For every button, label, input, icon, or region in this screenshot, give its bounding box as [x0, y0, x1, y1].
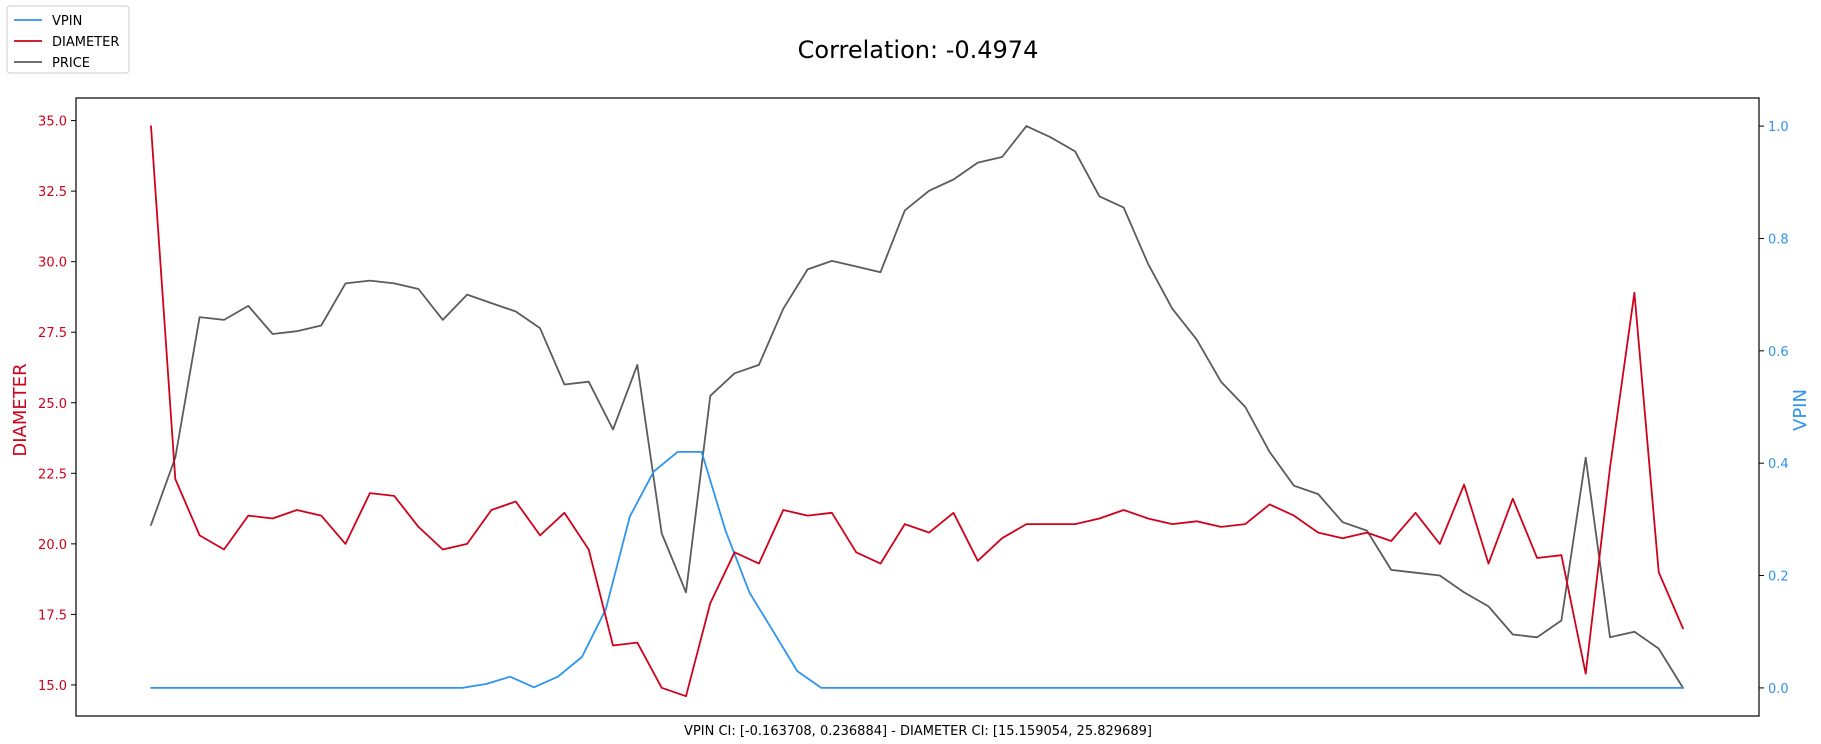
series-lines [150, 125, 1684, 698]
legend-label-price: PRICE [52, 56, 90, 71]
left-tick-label: 32.5 [38, 185, 67, 200]
left-tick-label: 20.0 [38, 538, 67, 553]
left-tick-label: 17.5 [38, 608, 67, 623]
left-tick-label: 15.0 [38, 679, 67, 694]
plot-area [75, 97, 1760, 717]
legend-label-vpin: VPIN [52, 14, 82, 29]
left-axis-ticks: 15.0 17.5 20.0 22.5 25.0 27.5 30.0 32.5 35.0 [38, 115, 76, 694]
right-tick-label: 0.6 [1768, 345, 1789, 360]
right-tick-label: 0.4 [1768, 457, 1789, 472]
confidence-interval-footer: VPIN CI: [-0.163708, 0.236884] - DIAMETE… [684, 724, 1152, 739]
left-tick-label: 35.0 [38, 115, 67, 130]
legend-label-diameter: DIAMETER [52, 35, 119, 50]
legend-box [6, 5, 130, 74]
legend: VPIN DIAMETER PRICE [6, 5, 130, 74]
right-axis-ticks: 0.0 0.2 0.4 0.6 0.8 1.0 [1759, 120, 1789, 697]
right-tick-label: 1.0 [1768, 120, 1789, 135]
left-tick-label: 27.5 [38, 326, 67, 341]
series-line-vpin [150, 450, 1684, 689]
series-line-diameter [150, 125, 1684, 698]
left-tick-label: 30.0 [38, 256, 67, 271]
left-tick-label: 25.0 [38, 397, 67, 412]
right-tick-label: 0.8 [1768, 232, 1789, 247]
right-axis-label: VPIN [1790, 389, 1811, 431]
right-tick-label: 0.0 [1768, 682, 1789, 697]
legend-entries: VPIN DIAMETER PRICE [14, 14, 119, 71]
series-line-price [150, 125, 1684, 689]
left-axis-label: DIAMETER [10, 363, 31, 456]
chart-title: Correlation: -0.4974 [798, 36, 1039, 64]
left-tick-label: 22.5 [38, 467, 67, 482]
right-tick-label: 0.2 [1768, 570, 1789, 585]
